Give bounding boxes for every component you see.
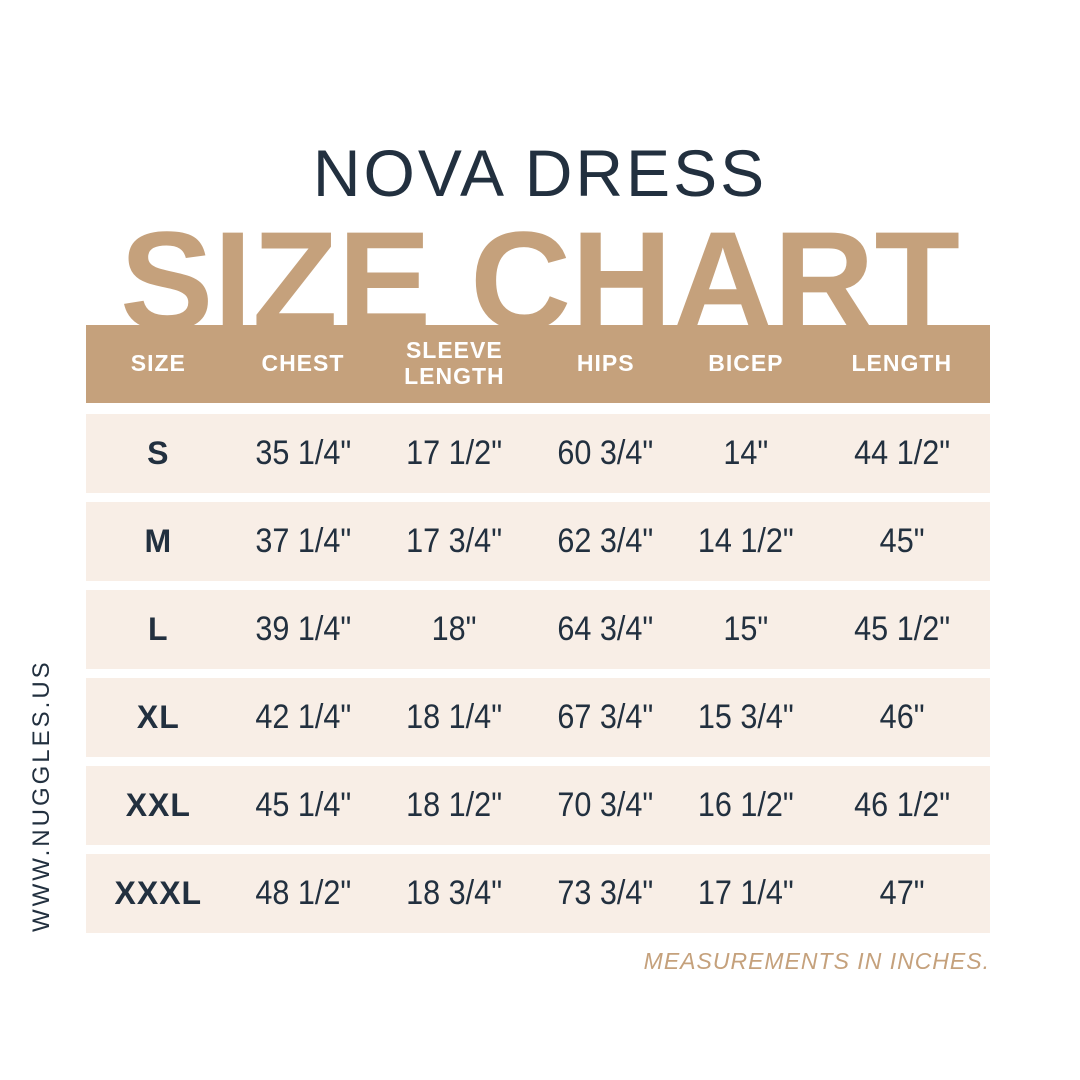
measurement-cell: 70 3/4" bbox=[557, 786, 654, 824]
table-row-xl: XL 42 1/4" 18 1/4" 67 3/4" 15 3/4" 46" bbox=[86, 678, 990, 757]
measurement-cell: 15 3/4" bbox=[697, 698, 794, 736]
measurement-cell: 46 1/2" bbox=[853, 786, 950, 824]
measurement-cell: 62 3/4" bbox=[557, 522, 654, 560]
website-url: WWW.NUGGLES.US bbox=[28, 659, 55, 932]
measurement-cell: 47" bbox=[879, 874, 925, 912]
measurement-cell: 64 3/4" bbox=[557, 610, 654, 648]
measurement-cell: 18" bbox=[431, 610, 477, 648]
measurement-cell: 18 1/4" bbox=[406, 698, 503, 736]
measurement-cell: 67 3/4" bbox=[557, 698, 654, 736]
size-cell: L bbox=[148, 611, 169, 647]
measurement-cell: 73 3/4" bbox=[557, 874, 654, 912]
measurement-cell: 17 1/4" bbox=[697, 874, 794, 912]
measurement-cell: 16 1/2" bbox=[697, 786, 794, 824]
table-row-s: S 35 1/4" 17 1/2" 60 3/4" 14" 44 1/2" bbox=[86, 414, 990, 493]
size-cell: XL bbox=[136, 699, 180, 735]
table-row-m: M 37 1/4" 17 3/4" 62 3/4" 14 1/2" 45" bbox=[86, 502, 990, 581]
column-header-size: SIZE bbox=[130, 350, 186, 377]
measurement-cell: 39 1/4" bbox=[254, 610, 351, 648]
column-header-bicep: BICEP bbox=[708, 350, 784, 377]
column-header-hips: HIPS bbox=[576, 350, 635, 377]
table-row-xxl: XXL 45 1/4" 18 1/2" 70 3/4" 16 1/2" 46 1… bbox=[86, 766, 990, 845]
measurement-cell: 45" bbox=[879, 522, 925, 560]
column-header-chest: CHEST bbox=[261, 350, 345, 377]
measurement-cell: 48 1/2" bbox=[254, 874, 351, 912]
measurement-cell: 18 3/4" bbox=[406, 874, 503, 912]
measurement-cell: 60 3/4" bbox=[557, 434, 654, 472]
measurement-cell: 17 3/4" bbox=[406, 522, 503, 560]
column-header-length: LENGTH bbox=[851, 350, 953, 377]
product-title: NOVA DRESS bbox=[312, 136, 768, 210]
table-header-row: SIZE CHEST SLEEVE LENGTH HIPS BICEP LENG… bbox=[86, 325, 990, 403]
size-cell: M bbox=[144, 523, 173, 559]
measurement-cell: 15" bbox=[723, 610, 769, 648]
size-cell: S bbox=[147, 435, 170, 471]
size-cell: XXL bbox=[125, 787, 191, 823]
size-table: SIZE CHEST SLEEVE LENGTH HIPS BICEP LENG… bbox=[86, 325, 990, 933]
table-row-l: L 39 1/4" 18" 64 3/4" 15" 45 1/2" bbox=[86, 590, 990, 669]
measurement-cell: 35 1/4" bbox=[254, 434, 351, 472]
measurement-cell: 45 1/4" bbox=[254, 786, 351, 824]
measurement-cell: 37 1/4" bbox=[254, 522, 351, 560]
measurement-cell: 46" bbox=[879, 698, 925, 736]
measurement-cell: 18 1/2" bbox=[406, 786, 503, 824]
table-row-xxxl: XXXL 48 1/2" 18 3/4" 73 3/4" 17 1/4" 47" bbox=[86, 854, 990, 933]
measurements-note: MEASUREMENTS IN INCHES. bbox=[643, 948, 990, 974]
table-body: S 35 1/4" 17 1/2" 60 3/4" 14" 44 1/2" M … bbox=[86, 414, 990, 933]
measurement-cell: 42 1/4" bbox=[254, 698, 351, 736]
measurement-cell: 17 1/2" bbox=[406, 434, 503, 472]
measurement-cell: 14 1/2" bbox=[697, 522, 794, 560]
column-header-sleeve-length: SLEEVE LENGTH bbox=[404, 337, 505, 389]
measurement-cell: 14" bbox=[723, 434, 769, 472]
measurement-cell: 44 1/2" bbox=[853, 434, 950, 472]
measurement-cell: 45 1/2" bbox=[853, 610, 950, 648]
size-cell: XXXL bbox=[114, 875, 203, 911]
